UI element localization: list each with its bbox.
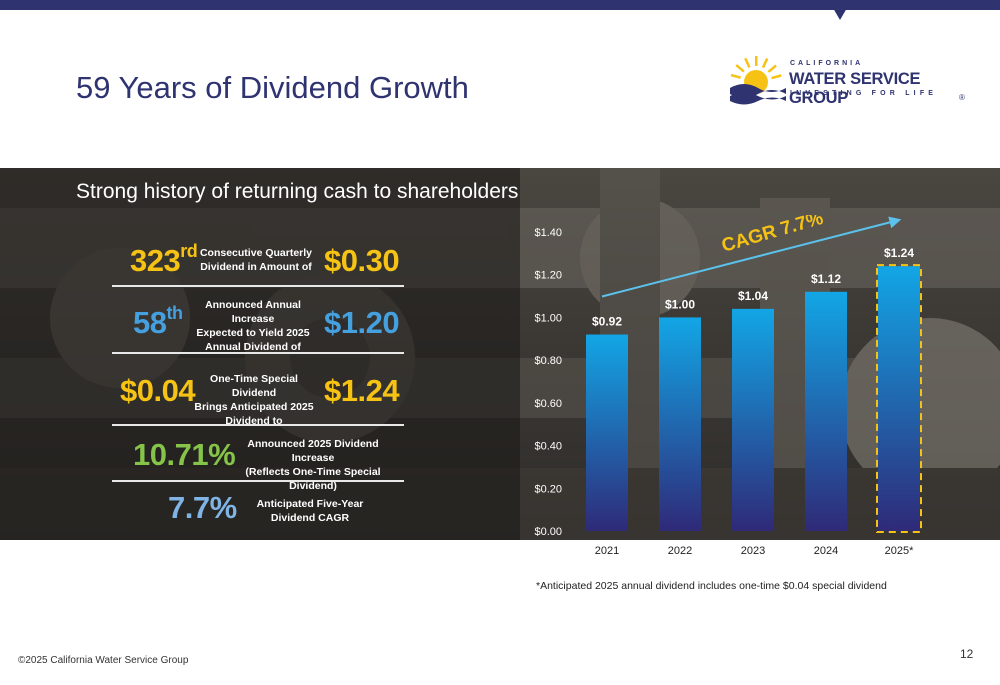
logo-main-text: WATER SERVICE GROUP [789, 70, 921, 107]
stat-quarterly-amount: $0.30 [324, 243, 400, 278]
page-number: 12 [960, 647, 974, 661]
bar-data-label: $1.04 [738, 289, 768, 303]
y-tick-label: $0.80 [534, 355, 562, 367]
stat-anticipated-dividend-amount: $1.24 [324, 373, 400, 408]
stat-annual-dividend-amount: $1.20 [324, 305, 400, 340]
divider [112, 480, 404, 482]
x-tick-label: 2025* [885, 545, 914, 557]
page-title: 59 Years of Dividend Growth [76, 70, 469, 105]
cagr-annotation: CAGR 7.7% [719, 215, 825, 257]
chart-footnote: *Anticipated 2025 annual dividend includ… [536, 580, 887, 592]
divider [112, 352, 404, 354]
y-tick-label: $1.40 [534, 227, 562, 239]
left-shade-overlay [0, 168, 520, 540]
stat-quarterly-desc: Consecutive Quarterly Dividend in Amount … [199, 247, 313, 273]
bar-2025* [878, 266, 920, 531]
bar-data-label: $1.24 [884, 246, 914, 260]
section-subtitle: Strong history of returning cash to shar… [76, 180, 519, 203]
logo-tagline: INVESTING FOR LIFE [790, 90, 938, 97]
x-tick-label: 2024 [814, 545, 838, 557]
cagr-trend-arrow [601, 216, 902, 298]
y-tick-label: $1.00 [534, 312, 562, 324]
logo-top-text: CALIFORNIA [790, 60, 864, 67]
bar-2024 [805, 291, 847, 531]
stat-five-year-cagr: 7.7% [168, 490, 237, 525]
x-tick-label: 2022 [668, 545, 692, 557]
y-tick-label: $0.60 [534, 398, 562, 410]
divider [112, 285, 404, 287]
divider [112, 424, 404, 426]
bar-2022 [659, 317, 701, 531]
x-tick-label: 2021 [595, 545, 619, 557]
dividend-bar-chart: $0.00 $0.20 $0.40 $0.60 $0.80 $1.00 $1.20 $1.40… [534, 215, 922, 557]
stat-annual-increase-desc: Announced Annual Increase Expected to Yie… [196, 299, 310, 353]
stat-quarterly-count: 323rd [130, 241, 198, 278]
stat-dividend-increase-desc: Announced 2025 Dividend Increase (Reflect… [245, 438, 381, 492]
company-logo: CALIFORNIA WATER SERVICE GROUP INVESTING… [728, 52, 968, 108]
y-tick-label: $0.40 [534, 441, 562, 453]
stat-dividend-increase-pct: 10.71% [133, 437, 236, 472]
bar-data-label: $0.92 [592, 315, 622, 329]
x-tick-label: 2023 [741, 545, 765, 557]
top-bar [0, 0, 1000, 10]
stat-five-year-cagr-desc: Anticipated Five-Year Dividend CAGR [256, 498, 364, 524]
copyright: ©2025 California Water Service Group [18, 655, 189, 666]
bar-data-label: $1.12 [811, 272, 841, 286]
top-bar-notch [833, 8, 847, 20]
bar-2021 [586, 334, 628, 531]
stat-special-dividend-desc: One-Time Special Dividend Brings Anticipa… [194, 373, 314, 427]
bar-2023 [732, 308, 774, 531]
y-tick-label: $0.20 [534, 483, 562, 495]
stat-annual-increase-count: 58th [133, 303, 183, 340]
logo-registered-mark: ® [959, 93, 965, 102]
y-tick-label: $0.00 [534, 526, 562, 538]
stat-special-dividend: $0.04 [120, 373, 196, 408]
bar-data-label: $1.00 [665, 297, 695, 311]
y-tick-label: $1.20 [534, 270, 562, 282]
sun-wave-logo-icon [730, 56, 786, 105]
